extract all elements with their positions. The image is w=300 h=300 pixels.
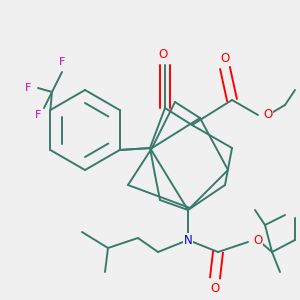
Text: F: F	[59, 57, 65, 67]
Text: N: N	[184, 233, 192, 247]
Text: F: F	[25, 83, 31, 93]
Text: O: O	[220, 52, 230, 64]
Text: O: O	[210, 281, 220, 295]
Text: O: O	[253, 233, 262, 247]
Text: O: O	[263, 109, 272, 122]
Text: O: O	[158, 49, 168, 62]
Text: F: F	[35, 110, 41, 120]
